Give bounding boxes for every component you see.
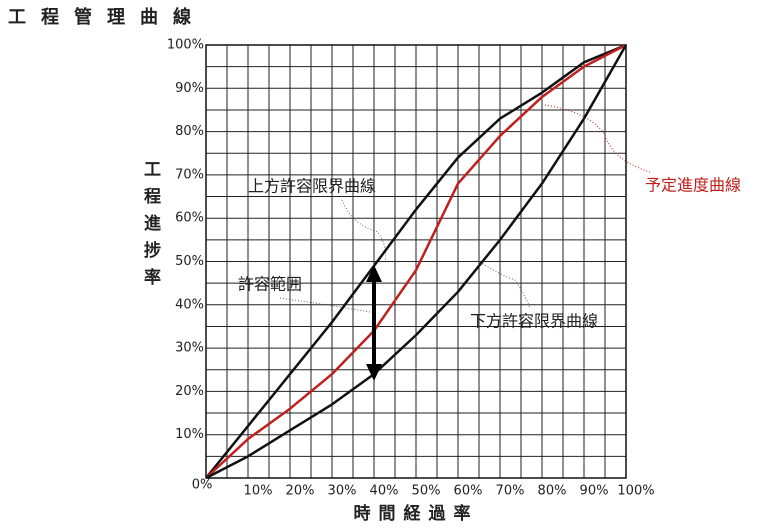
y-tick-label: 100% bbox=[167, 38, 204, 53]
x-axis-label: 時間経過率 bbox=[354, 503, 479, 524]
x-tick-label: 10% bbox=[244, 484, 273, 499]
x-tick-label: 90% bbox=[580, 484, 609, 499]
y-tick-label: 80% bbox=[175, 124, 204, 139]
series-line bbox=[205, 44, 628, 480]
y-tick-label: 40% bbox=[175, 297, 204, 312]
x-tick-label: 60% bbox=[454, 484, 483, 499]
y-tick-label: 20% bbox=[175, 384, 204, 399]
series-annotation: 下方許容限界曲線 bbox=[470, 312, 598, 331]
y-tick-label: 10% bbox=[175, 427, 204, 442]
y-tick-label: 90% bbox=[175, 81, 204, 96]
chart-title: 工程管理曲線 bbox=[8, 6, 206, 28]
range-arrow bbox=[366, 265, 382, 381]
x-tick-label: 50% bbox=[412, 484, 441, 499]
y-axis-label: 工程進捗率 bbox=[140, 160, 161, 295]
leader-line bbox=[544, 104, 651, 173]
series-annotation: 上方許容限界曲線 bbox=[248, 177, 376, 196]
series-annotation: 予定進度曲線 bbox=[645, 176, 741, 195]
range-annotation: 許容範囲 bbox=[238, 275, 302, 294]
y-tick-label: 60% bbox=[175, 211, 204, 226]
leader-line bbox=[479, 261, 531, 309]
leader-line bbox=[341, 199, 387, 263]
y-tick-label: 50% bbox=[175, 254, 204, 269]
y-tick-label: 70% bbox=[175, 167, 204, 182]
x-tick-label: 100% bbox=[617, 484, 654, 499]
series-line bbox=[205, 43, 627, 479]
y-tick-label: 30% bbox=[175, 341, 204, 356]
x-tick-label: 70% bbox=[496, 484, 525, 499]
x-tick-label: 80% bbox=[538, 484, 567, 499]
plot-frame bbox=[205, 44, 627, 479]
x-tick-label: 0% bbox=[192, 478, 213, 493]
x-tick-label: 40% bbox=[370, 484, 399, 499]
x-tick-label: 30% bbox=[328, 484, 357, 499]
x-tick-label: 20% bbox=[286, 484, 315, 499]
series-line bbox=[205, 43, 627, 479]
